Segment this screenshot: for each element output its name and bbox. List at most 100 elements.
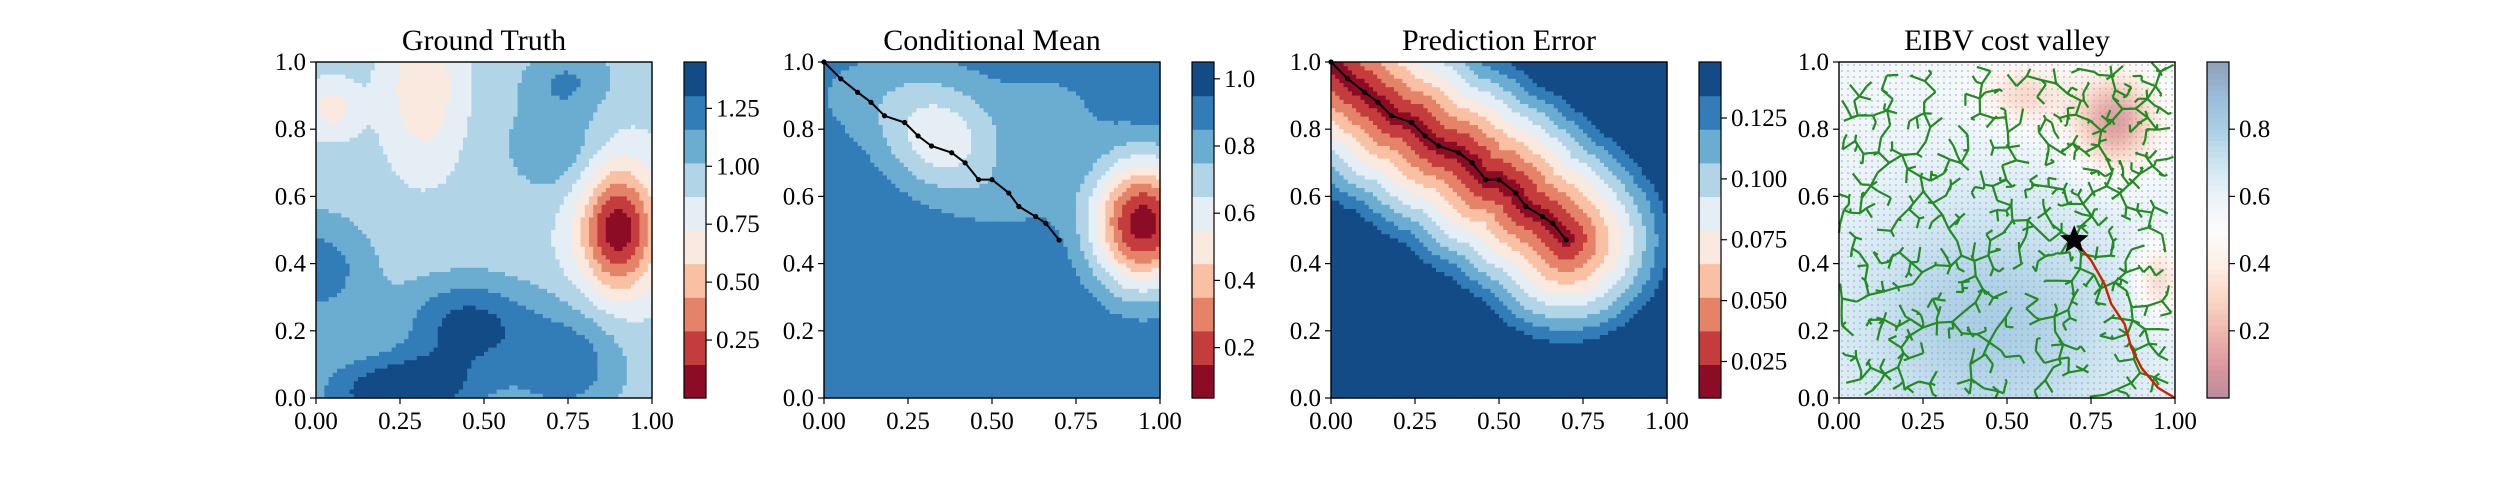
heatmap-cell — [404, 200, 409, 206]
heatmap-cell — [559, 326, 565, 332]
heatmap-cell — [341, 209, 346, 214]
heatmap-cell — [437, 91, 443, 97]
heatmap-cell — [433, 183, 439, 189]
heatmap-cell — [547, 175, 552, 181]
heatmap-cell — [383, 116, 388, 122]
heatmap-cell — [505, 116, 510, 122]
heatmap-cell — [471, 330, 477, 336]
heatmap-cell — [467, 339, 472, 344]
heatmap-cell — [383, 330, 388, 336]
heatmap-cell — [358, 112, 363, 118]
heatmap-cell — [475, 213, 481, 218]
heatmap-cell — [454, 112, 460, 118]
heatmap-cell — [530, 351, 535, 357]
heatmap-cell — [387, 251, 393, 256]
heatmap-cell — [395, 364, 401, 370]
heatmap-cell — [530, 293, 535, 298]
heatmap-cell — [479, 95, 485, 101]
heatmap-cell — [387, 137, 393, 143]
heatmap-cell — [559, 213, 565, 218]
heatmap-cell — [509, 246, 514, 252]
heatmap-cell — [358, 284, 363, 290]
heatmap-cell — [433, 377, 439, 382]
heatmap-cell — [358, 246, 363, 252]
heatmap-cell — [387, 305, 393, 311]
heatmap-cell — [429, 364, 435, 370]
heatmap-cell — [408, 104, 414, 109]
heatmap-cell — [370, 129, 376, 134]
heatmap-cell — [484, 162, 489, 168]
heatmap-cell — [517, 70, 523, 76]
heatmap-cell — [530, 99, 535, 105]
heatmap-cell — [400, 167, 405, 172]
heatmap-cell — [463, 129, 468, 134]
heatmap-cell — [332, 297, 338, 302]
heatmap-cell — [542, 171, 548, 176]
heatmap-cell — [358, 175, 363, 181]
heatmap-cell — [475, 259, 481, 265]
heatmap-cell — [500, 326, 506, 332]
heatmap-cell — [446, 280, 451, 286]
heatmap-cell — [530, 116, 535, 122]
heatmap-cell — [345, 225, 351, 231]
heatmap-cell — [421, 95, 426, 101]
heatmap-cell — [408, 154, 414, 160]
heatmap-cell — [370, 204, 376, 210]
heatmap-cell — [337, 158, 342, 164]
heatmap-cell — [353, 318, 359, 323]
heatmap-cell — [479, 335, 485, 340]
heatmap-cell — [433, 83, 439, 88]
heatmap-cell — [387, 196, 393, 202]
heatmap-cell — [341, 372, 346, 378]
heatmap-cell — [374, 108, 380, 113]
heatmap-cell — [572, 154, 577, 160]
heatmap-cell — [383, 66, 388, 71]
heatmap-cell — [370, 356, 376, 361]
heatmap-cell — [555, 209, 561, 214]
heatmap-cell — [324, 167, 330, 172]
heatmap-cell — [471, 217, 477, 223]
heatmap-cell — [387, 99, 393, 105]
heatmap-cell — [442, 339, 447, 344]
heatmap-cell — [526, 339, 531, 344]
heatmap-cell — [404, 78, 409, 84]
heatmap-cell — [442, 150, 447, 155]
heatmap-cell — [362, 225, 367, 231]
heatmap-cell — [559, 280, 565, 286]
heatmap-cell — [484, 330, 489, 336]
heatmap-cell — [366, 158, 372, 164]
heatmap-cell — [530, 276, 535, 281]
heatmap-cell — [509, 179, 514, 185]
heatmap-cell — [345, 259, 351, 265]
heatmap-cell — [517, 104, 523, 109]
heatmap-cell — [563, 297, 569, 302]
heatmap-cell — [395, 351, 401, 357]
heatmap-cell — [337, 255, 342, 260]
heatmap-cell — [379, 221, 384, 227]
heatmap-cell — [341, 288, 346, 294]
heatmap-cell — [374, 213, 380, 218]
heatmap-cell — [362, 137, 367, 143]
heatmap-cell — [437, 146, 443, 151]
heatmap-cell — [341, 154, 346, 160]
heatmap-cell — [492, 364, 498, 370]
heatmap-cell — [526, 108, 531, 113]
heatmap-cell — [454, 339, 460, 344]
heatmap-cell — [572, 309, 577, 315]
heatmap-cell — [542, 230, 548, 235]
heatmap-cell — [496, 78, 502, 84]
heatmap-cell — [404, 141, 409, 147]
heatmap-cell — [391, 360, 397, 365]
heatmap-cell — [374, 91, 380, 97]
heatmap-cell — [404, 314, 409, 319]
heatmap-cell — [446, 108, 451, 113]
heatmap-cell — [555, 150, 561, 155]
heatmap-cell — [341, 351, 346, 357]
heatmap-cell — [484, 356, 489, 361]
heatmap-cell — [496, 95, 502, 101]
heatmap-cell — [475, 99, 481, 105]
heatmap-cell — [408, 393, 414, 399]
heatmap-cell — [366, 351, 372, 357]
heatmap-cell — [446, 171, 451, 176]
heatmap-cell — [404, 108, 409, 113]
